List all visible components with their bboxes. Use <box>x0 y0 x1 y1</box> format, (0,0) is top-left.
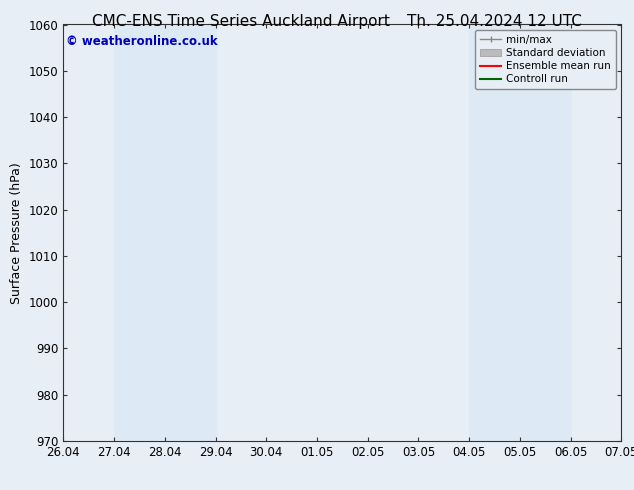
Text: CMC-ENS Time Series Auckland Airport: CMC-ENS Time Series Auckland Airport <box>92 14 390 29</box>
Bar <box>469 24 571 441</box>
Bar <box>114 24 216 441</box>
Bar <box>621 24 634 441</box>
Text: © weatheronline.co.uk: © weatheronline.co.uk <box>66 35 218 48</box>
Y-axis label: Surface Pressure (hPa): Surface Pressure (hPa) <box>10 162 23 304</box>
Legend: min/max, Standard deviation, Ensemble mean run, Controll run: min/max, Standard deviation, Ensemble me… <box>475 30 616 90</box>
Text: Th. 25.04.2024 12 UTC: Th. 25.04.2024 12 UTC <box>407 14 582 29</box>
